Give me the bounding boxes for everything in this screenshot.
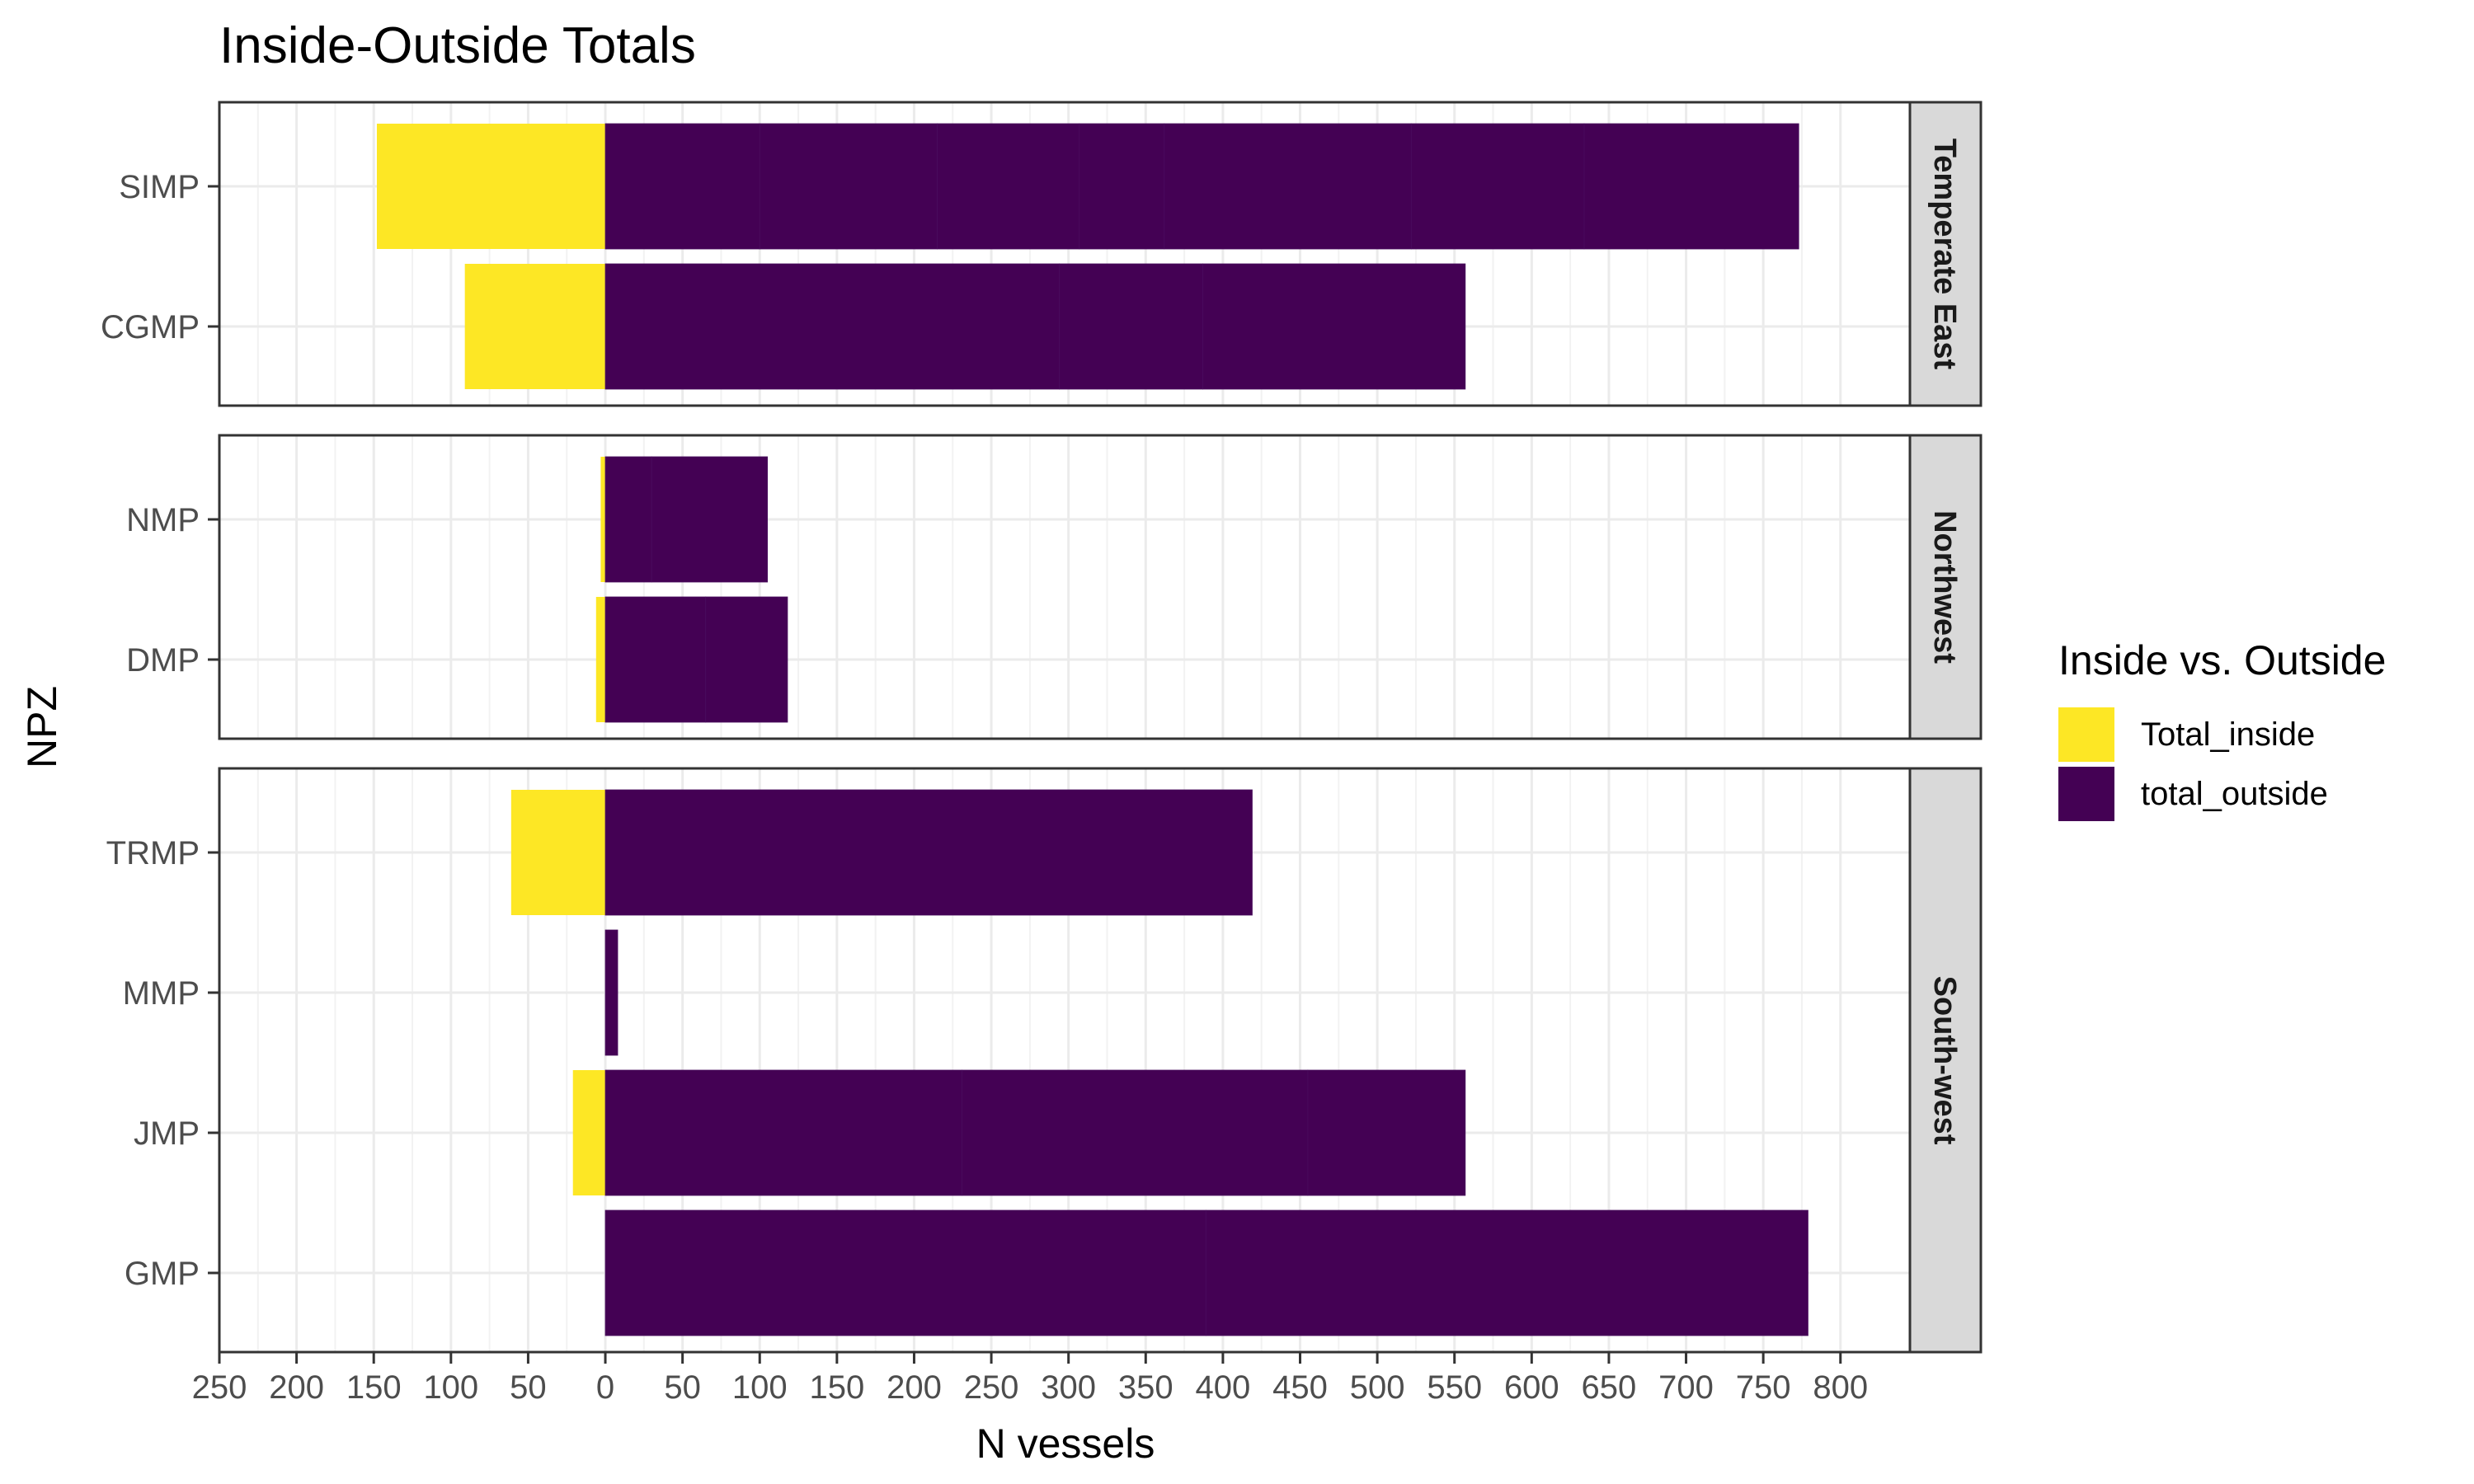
facet-panels: SIMP CGMP Temperate East NMP DMP Northwest TRM… <box>101 101 1982 1354</box>
x-tick-label: 300 <box>1041 1369 1096 1406</box>
x-tick-label: 0 <box>596 1369 614 1406</box>
x-tick-label: 350 <box>1118 1369 1174 1406</box>
x-axis-title: N vessels <box>976 1421 1155 1467</box>
facet-strip <box>1908 767 1982 1354</box>
bar-outside-mmp <box>604 929 618 1056</box>
x-tick-label: 500 <box>1350 1369 1405 1406</box>
bar-inside-dmp <box>595 597 606 722</box>
bar-outside-gmp <box>604 1209 1206 1336</box>
y-tick-label-simp: SIMP <box>119 169 200 205</box>
bar-inside-cgmp <box>464 264 606 389</box>
bar-outside-simp <box>937 123 1080 250</box>
bar-inside-simp <box>376 124 606 249</box>
panel-northwest: NMP DMP Northwest <box>126 434 1982 740</box>
bar-outside-simp <box>1410 123 1585 250</box>
y-tick-label-nmp: NMP <box>126 502 200 538</box>
bar-outside-simp <box>759 123 938 250</box>
bar-outside-gmp <box>1205 1209 1808 1336</box>
legend-key-inside <box>2058 707 2114 762</box>
facet-strip-label: Temperate East <box>1927 139 1962 370</box>
legend-title: Inside vs. Outside <box>2058 637 2386 683</box>
panel-south-west: TRMP MMP JMP GMP South-west <box>106 767 1982 1354</box>
y-tick-label-cgmp: CGMP <box>101 309 200 345</box>
bar-outside-simp <box>604 123 760 250</box>
facet-strip <box>1908 101 1982 407</box>
x-axis: 250 200 150 100 50 0 50 100 150 200 250 300 350 400 45… <box>192 1352 1868 1406</box>
x-tick-label: 650 <box>1582 1369 1637 1406</box>
x-tick-label: 150 <box>346 1369 402 1406</box>
panel-background <box>219 435 1910 739</box>
y-tick-label-dmp: DMP <box>126 642 200 679</box>
x-tick-label: 100 <box>423 1369 478 1406</box>
x-tick-label: 700 <box>1658 1369 1714 1406</box>
x-tick-label: 150 <box>809 1369 864 1406</box>
legend-label-inside: Total_inside <box>2141 716 2315 753</box>
bar-outside-cgmp <box>604 263 1060 390</box>
x-tick-label: 200 <box>887 1369 942 1406</box>
x-tick-label: 200 <box>269 1369 324 1406</box>
x-tick-label: 100 <box>732 1369 788 1406</box>
chart-title: Inside-Outside Totals <box>219 17 696 74</box>
y-tick-label-mmp: MMP <box>123 975 200 1012</box>
y-axis-title: NPZ <box>19 686 65 768</box>
bar-outside-trmp <box>604 789 1253 916</box>
facet-strip-label: Northwest <box>1927 510 1962 664</box>
bar-outside-cgmp <box>1202 263 1466 390</box>
bar-outside-simp <box>1164 123 1412 250</box>
bar-outside-jmp <box>962 1069 1309 1196</box>
x-tick-label: 750 <box>1736 1369 1791 1406</box>
x-tick-label: 50 <box>510 1369 547 1406</box>
y-tick-label-trmp: TRMP <box>106 835 200 871</box>
bar-outside-jmp <box>1307 1069 1466 1196</box>
bar-outside-jmp <box>604 1069 962 1196</box>
y-tick-label-jmp: JMP <box>134 1115 200 1152</box>
y-tick-label-gmp: GMP <box>125 1256 200 1292</box>
x-tick-label: 250 <box>192 1369 247 1406</box>
facet-strip-label: South-west <box>1927 976 1962 1145</box>
facet-strip <box>1908 434 1982 740</box>
panel-temperate-east: SIMP CGMP Temperate East <box>101 101 1982 407</box>
legend-label-outside: total_outside <box>2141 776 2328 812</box>
legend-key-outside <box>2058 767 2114 821</box>
legend: Inside vs. Outside Total_inside total_ou… <box>2058 637 2386 821</box>
x-tick-label: 800 <box>1813 1369 1868 1406</box>
bar-inside-jmp <box>572 1070 606 1195</box>
bar-outside-simp <box>1583 123 1799 250</box>
bar-outside-dmp <box>604 596 707 723</box>
bar-inside-nmp <box>600 457 606 582</box>
bar-outside-nmp <box>604 456 652 583</box>
x-tick-label: 600 <box>1504 1369 1559 1406</box>
x-tick-label: 400 <box>1196 1369 1251 1406</box>
bar-inside-trmp <box>510 790 606 915</box>
bar-outside-simp <box>1079 123 1165 250</box>
bar-outside-cgmp <box>1059 263 1203 390</box>
x-tick-label: 550 <box>1427 1369 1482 1406</box>
x-tick-label: 250 <box>964 1369 1019 1406</box>
x-tick-label: 450 <box>1272 1369 1328 1406</box>
x-tick-label: 50 <box>664 1369 701 1406</box>
bar-outside-nmp <box>651 456 769 583</box>
bar-outside-dmp <box>705 596 788 723</box>
